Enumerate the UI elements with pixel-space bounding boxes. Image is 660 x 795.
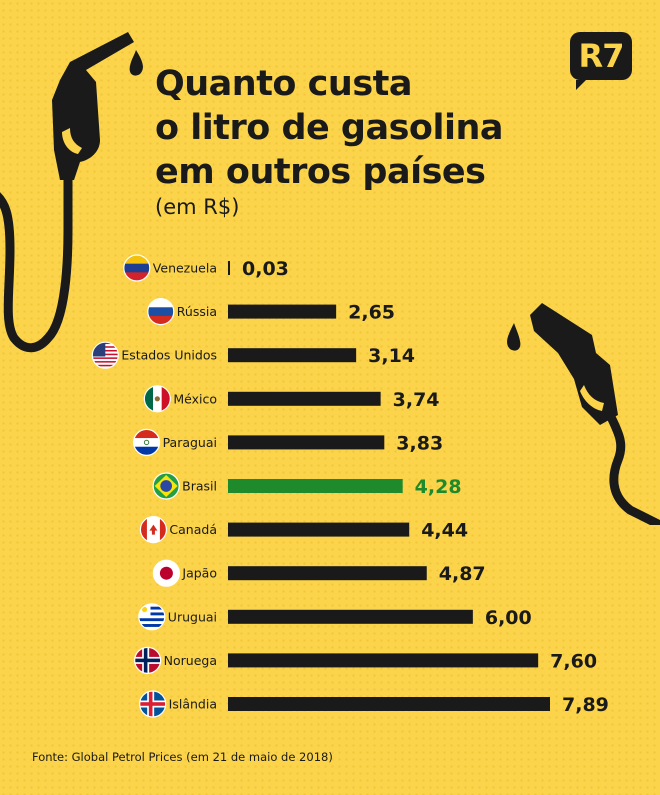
- paraguay-flag-icon: [132, 428, 161, 456]
- category-label: Canadá: [169, 522, 217, 537]
- bar-row: Brasil 4,28: [152, 472, 462, 500]
- category-label: Islândia: [169, 697, 217, 712]
- value-label: 7,60: [550, 650, 597, 672]
- usa-flag-icon: [91, 341, 119, 369]
- uruguay-flag-icon: [138, 603, 166, 631]
- bar: [228, 435, 385, 450]
- r7-logo: R7: [570, 32, 632, 90]
- value-label: 6,00: [485, 607, 532, 629]
- bar: [228, 522, 410, 537]
- bar-row: Venezuela 0,03: [123, 254, 289, 282]
- bar-row: Estados Unidos 3,14: [91, 341, 415, 369]
- bar-row: Uruguai 6,00: [138, 603, 532, 631]
- fuel-nozzle-icon: [0, 32, 143, 353]
- bar-row: Noruega 7,60: [134, 646, 597, 675]
- title-line-2: o litro de gasolina: [155, 108, 504, 148]
- bar-row: Paraguai 3,83: [132, 428, 443, 456]
- category-label: Uruguai: [168, 609, 217, 624]
- bar: [228, 566, 427, 581]
- canada-flag-icon: [139, 515, 168, 544]
- iceland-flag-icon: [139, 690, 167, 718]
- category-label: Brasil: [182, 479, 217, 494]
- bar: [228, 304, 337, 319]
- chart-subtitle: (em R$): [155, 195, 240, 219]
- value-label: 4,28: [415, 476, 462, 498]
- value-label: 0,03: [242, 258, 289, 280]
- bar-row: Canadá 4,44: [139, 515, 468, 544]
- fuel-nozzle-icon: [507, 303, 660, 525]
- value-label: 2,65: [348, 302, 395, 324]
- russia-flag-icon: [147, 298, 175, 326]
- bar: [228, 261, 230, 275]
- bar: [228, 653, 539, 668]
- category-label: Japão: [181, 566, 217, 581]
- bar-row: Islândia 7,89: [139, 690, 609, 718]
- category-label: Paraguai: [163, 435, 217, 450]
- bar: [228, 609, 473, 624]
- source-note: Fonte: Global Petrol Prices (em 21 de ma…: [32, 750, 333, 764]
- category-label: Noruega: [164, 653, 217, 668]
- value-label: 3,83: [396, 432, 443, 454]
- title-line-1: Quanto custa: [155, 64, 413, 104]
- norway-flag-icon: [134, 646, 162, 675]
- bar-highlight: [228, 479, 403, 493]
- chart-title: Quanto custa o litro de gasolina em outr…: [155, 62, 504, 194]
- value-label: 7,89: [562, 694, 609, 716]
- bar: [228, 348, 357, 363]
- bar-row: Japão 4,87: [152, 559, 486, 587]
- japan-flag-icon: [152, 559, 181, 587]
- category-label: Estados Unidos: [121, 348, 217, 363]
- mexico-flag-icon: [143, 385, 171, 413]
- bar-row: México 3,74: [143, 385, 440, 413]
- value-label: 4,87: [439, 563, 486, 585]
- bar: [228, 697, 550, 711]
- category-label: México: [173, 391, 217, 406]
- value-label: 3,14: [368, 345, 415, 367]
- bar: [228, 391, 381, 406]
- brazil-flag-icon: [152, 472, 180, 500]
- venezuela-flag-icon: [123, 254, 151, 282]
- title-line-3: em outros países: [155, 152, 486, 192]
- value-label: 4,44: [421, 520, 468, 542]
- category-label: Rússia: [177, 304, 217, 319]
- value-label: 3,74: [393, 389, 440, 411]
- category-label: Venezuela: [153, 261, 217, 276]
- bar-row: Rússia 2,65: [147, 298, 395, 326]
